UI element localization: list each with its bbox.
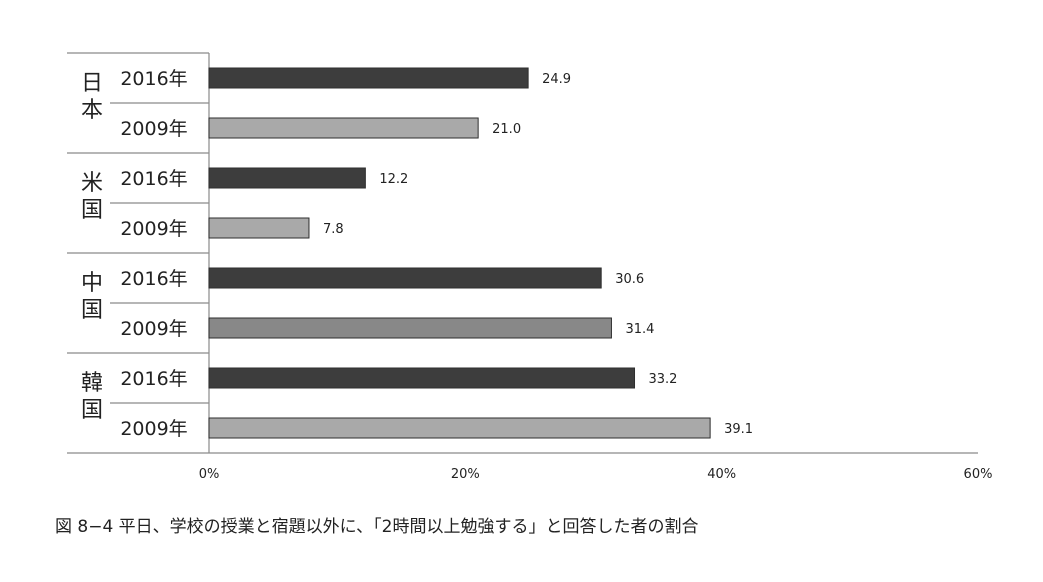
x-tick-label: 40%: [707, 467, 736, 482]
value-label: 24.9: [542, 72, 571, 87]
bar-chart: 日本2016年2009年米国2016年2009年中国2016年2009年韓国20…: [67, 52, 993, 482]
group-label: 米国: [81, 171, 103, 223]
year-label: 2009年: [120, 218, 187, 240]
bar: [208, 217, 310, 239]
year-label: 2016年: [120, 368, 187, 390]
bar: [208, 167, 366, 189]
bar: [208, 417, 711, 439]
year-label: 2009年: [120, 318, 187, 340]
group-label: 中国: [81, 271, 103, 323]
year-label: 2016年: [120, 168, 187, 190]
value-label: 21.0: [492, 122, 521, 137]
value-label: 7.8: [323, 222, 344, 237]
value-label: 30.6: [615, 272, 644, 287]
row-labels: 日本2016年2009年米国2016年2009年中国2016年2009年韓国20…: [81, 68, 188, 440]
group-label: 日本: [81, 71, 103, 123]
bar: [208, 367, 636, 389]
bar: [208, 267, 602, 289]
year-label: 2009年: [120, 418, 187, 440]
figure-caption: 図 8−4 平日、学校の授業と宿題以外に、「2時間以上勉強する」と回答した者の割…: [55, 517, 699, 537]
bar: [208, 117, 479, 139]
x-tick-label: 20%: [451, 467, 480, 482]
group-label: 韓国: [81, 371, 103, 423]
bar: [208, 317, 612, 339]
bars: 24.9 21.0 12.2 7.8 30.6 31.4 33.2 39.1: [208, 67, 753, 439]
value-label: 33.2: [649, 372, 678, 387]
bar: [208, 67, 529, 89]
year-label: 2016年: [120, 268, 187, 290]
year-label: 2016年: [120, 68, 187, 90]
x-axis: 0% 20% 40% 60%: [67, 452, 993, 482]
value-label: 12.2: [379, 172, 408, 187]
value-label: 31.4: [625, 322, 654, 337]
value-label: 39.1: [724, 422, 753, 437]
x-tick-label: 60%: [964, 467, 993, 482]
year-label: 2009年: [120, 118, 187, 140]
x-tick-label: 0%: [199, 467, 220, 482]
